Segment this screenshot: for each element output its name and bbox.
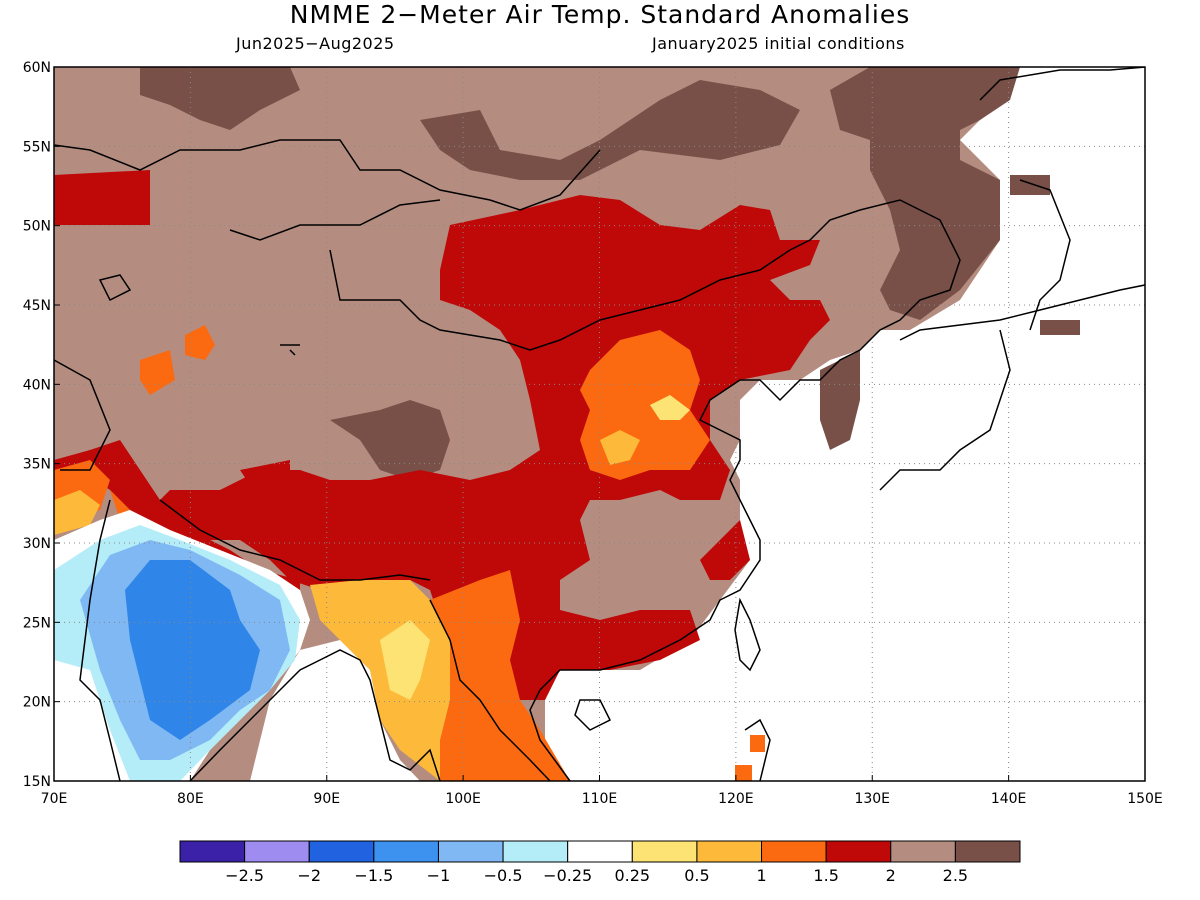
lat-tick-label: 25N bbox=[23, 615, 51, 631]
lon-tick-label: 90E bbox=[313, 791, 340, 807]
dark-anomaly-tibet bbox=[330, 400, 450, 480]
colorbar-swatch bbox=[373, 840, 439, 863]
colorbar-label: −0.25 bbox=[543, 866, 592, 885]
coastlines bbox=[54, 67, 1145, 781]
orange-anomaly-kazakh-1 bbox=[140, 350, 175, 395]
colorbar-swatch bbox=[308, 840, 375, 863]
colorbar-swatch bbox=[567, 840, 633, 863]
colorbar-label: −1 bbox=[427, 866, 451, 885]
colorbar-label: −2.5 bbox=[225, 866, 264, 885]
lon-tick-label: 70E bbox=[41, 791, 68, 807]
colorbar-swatch bbox=[502, 840, 569, 863]
colorbar-label: −2 bbox=[297, 866, 321, 885]
red-anomaly-china bbox=[150, 195, 830, 700]
orange-anomaly-kazakh-2 bbox=[185, 325, 215, 360]
light-orange-anomaly-west bbox=[54, 490, 100, 535]
lat-tick-label: 35N bbox=[23, 457, 51, 473]
dark-anomaly-korea bbox=[820, 350, 860, 450]
lon-tick-label: 80E bbox=[177, 791, 204, 807]
colorbar-swatch bbox=[825, 840, 892, 863]
colorbar-label: 2 bbox=[886, 866, 896, 885]
light-orange-anomaly-north-china bbox=[600, 430, 640, 465]
season-label: Jun2025−Aug2025 bbox=[236, 34, 395, 53]
red-anomaly-east-coast bbox=[700, 520, 750, 580]
yellow-anomaly-north-china bbox=[650, 395, 690, 420]
lat-tick-label: 50N bbox=[23, 219, 51, 235]
colorbar: −2.5 −2 −1.5 −1 −0.5 −0.25 0.25 0.5 1 1.5 2 2.5 bbox=[179, 840, 1021, 885]
colorbar-swatch bbox=[179, 840, 246, 863]
colorbar-swatch bbox=[244, 840, 310, 863]
lat-tick-label: 45N bbox=[23, 298, 51, 314]
red-anomaly-tibet-north bbox=[240, 460, 290, 485]
lat-tick-label: 20N bbox=[23, 695, 51, 711]
lat-tick-label: 30N bbox=[23, 536, 51, 552]
red-anomaly-west-siberia bbox=[54, 170, 150, 225]
lon-tick-label: 120E bbox=[718, 791, 754, 807]
colorbar-label: 2.5 bbox=[943, 866, 968, 885]
colorbar-label: 1 bbox=[756, 866, 766, 885]
colorbar-label: −1.5 bbox=[354, 866, 393, 885]
dark-anomaly-far-east bbox=[830, 67, 1020, 320]
orange-anomaly-luzon bbox=[735, 765, 752, 781]
colorbar-swatch bbox=[890, 840, 956, 863]
lon-tick-label: 130E bbox=[854, 791, 890, 807]
colorbar-swatch bbox=[954, 840, 1021, 863]
colorbar-swatch bbox=[631, 840, 698, 863]
colorbar-label: 0.5 bbox=[684, 866, 709, 885]
initial-conditions-label: January2025 initial conditions bbox=[652, 34, 905, 53]
gridlines bbox=[54, 67, 1145, 781]
map-title: NMME 2−Meter Air Temp. Standard Anomalie… bbox=[289, 0, 911, 29]
colorbar-swatch bbox=[761, 840, 827, 863]
colorbar-swatch bbox=[696, 840, 763, 863]
lat-tick-label: 15N bbox=[23, 774, 51, 790]
anomaly-field bbox=[54, 67, 1145, 781]
bay-of-bengal bbox=[250, 640, 420, 781]
lat-tick-label: 60N bbox=[23, 60, 51, 76]
lat-tick-label: 55N bbox=[23, 139, 51, 155]
blue-anomaly-india bbox=[125, 560, 260, 740]
lon-tick-label: 140E bbox=[991, 791, 1027, 807]
lon-tick-label: 150E bbox=[1127, 791, 1163, 807]
arabian-sea bbox=[54, 640, 120, 781]
axis-ticks: 70E 80E 90E 100E 110E 120E 130E 140E 150E 15N 20N 2… bbox=[23, 60, 1163, 807]
colorbar-label: 1.5 bbox=[813, 866, 838, 885]
orange-anomaly-taiwan bbox=[750, 735, 765, 752]
colorbar-label: 0.25 bbox=[614, 866, 650, 885]
lon-tick-label: 100E bbox=[445, 791, 481, 807]
dark-anomaly-sakhalin bbox=[1010, 175, 1050, 195]
yellow-anomaly-burma bbox=[380, 620, 430, 700]
lat-tick-label: 40N bbox=[23, 377, 51, 393]
colorbar-swatch bbox=[437, 840, 504, 863]
dark-anomaly-siberia bbox=[420, 80, 800, 180]
dark-anomaly-japan bbox=[1040, 320, 1080, 335]
dark-anomaly-north-west bbox=[140, 67, 300, 130]
colorbar-label: −0.5 bbox=[484, 866, 523, 885]
lon-tick-label: 110E bbox=[582, 791, 618, 807]
